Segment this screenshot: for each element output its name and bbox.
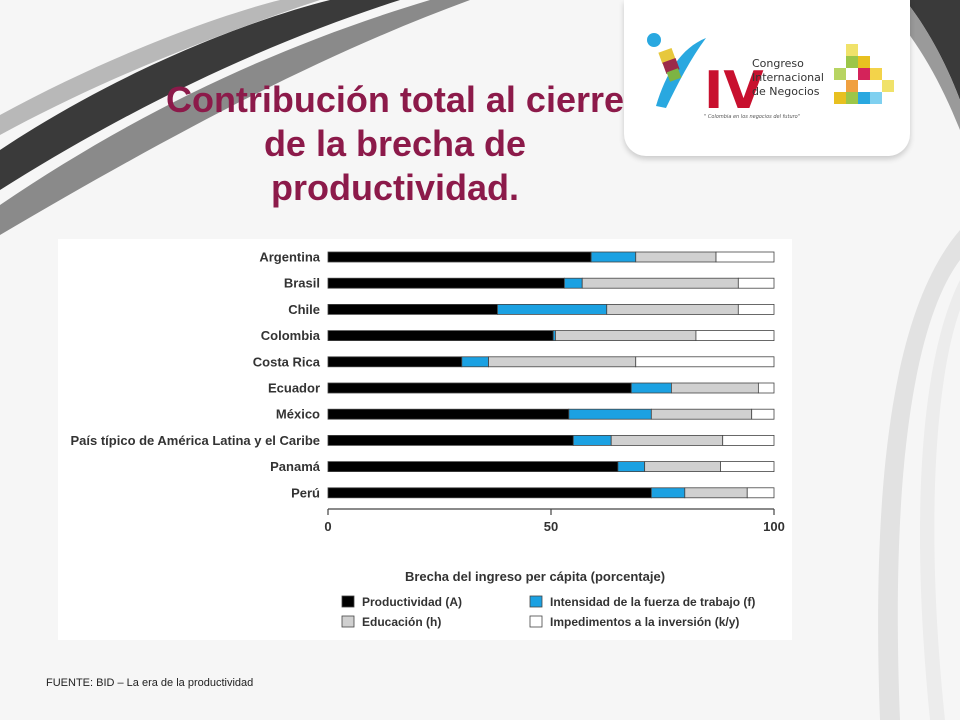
legend-label: Educación (h) [362, 615, 441, 629]
bar-segment [488, 356, 637, 368]
bar-segment [715, 251, 775, 263]
bar-segment [327, 356, 463, 368]
bar-segment [327, 382, 632, 394]
bar-segment [644, 461, 721, 473]
stacked-bar-chart: Argentina Brasil Chile Colombia Costa Rica Ec… [70, 250, 785, 630]
congress-logo: IV Congreso Internacional de Negocios " … [624, 0, 910, 156]
logo-tagline: " Colombia en los negocios del futuro" [704, 114, 801, 120]
bar-segment [327, 330, 554, 341]
logo-numeral: IV [704, 61, 764, 118]
bar-segment [327, 461, 619, 473]
bar-segment [617, 461, 646, 473]
bar-segment [563, 277, 583, 289]
bar-segment [751, 408, 775, 420]
x-tick-label: 0 [324, 519, 331, 534]
source-note: FUENTE: BID – La era de la productividad [46, 677, 254, 689]
bar-segment [497, 304, 608, 315]
category-label: Brasil [284, 276, 320, 291]
legend-swatch [341, 595, 355, 608]
swoosh-right-band [880, 0, 960, 130]
category-label: Ecuador [268, 381, 320, 396]
bar-segment [671, 382, 759, 394]
bar-segment [737, 277, 775, 289]
legend-swatch [341, 615, 355, 628]
legend-label: Impedimentos a la inversión (k/y) [550, 615, 739, 629]
category-label: Panamá [270, 459, 321, 474]
bar-segment [606, 304, 739, 315]
bar-segment [572, 434, 612, 446]
bar-segment [610, 434, 724, 446]
swoosh-bottom-right [878, 230, 960, 720]
logo-line-3: de Negocios [752, 85, 820, 98]
bar-segment [757, 382, 775, 394]
chart-panel: Argentina Brasil Chile Colombia Costa Rica Ec… [58, 239, 792, 640]
bar-segment [555, 330, 697, 341]
category-label: Colombia [261, 328, 321, 343]
category-label: Costa Rica [253, 354, 321, 369]
bar-segment [590, 251, 637, 263]
category-label: Perú [291, 485, 320, 500]
bar-segment [327, 434, 574, 446]
legend-label: Intensidad de la fuerza de trabajo (f) [550, 595, 755, 609]
bar-segment [327, 251, 592, 263]
bar-segment [635, 251, 717, 263]
bar-segment [684, 487, 748, 499]
logo-graphic: IV [647, 33, 894, 118]
bar-segment [568, 408, 652, 420]
bar-segment [461, 356, 489, 368]
legend-label: Productividad (A) [362, 595, 462, 609]
slide-title: Contribución total al cierre de la brech… [165, 79, 625, 208]
bar-segment [581, 277, 739, 289]
category-label: País típico de América Latina y el Carib… [70, 433, 320, 448]
category-label: Argentina [259, 250, 320, 265]
x-axis-title: Brecha del ingreso per cápita (porcentaj… [405, 569, 665, 584]
bar-segment [327, 487, 652, 499]
bar-segment [635, 356, 775, 368]
bar-segment [630, 382, 672, 394]
bar-segment [327, 408, 570, 420]
swoosh-right-dark [905, 0, 960, 100]
bar-segment [737, 304, 775, 315]
legend-swatch [529, 595, 543, 608]
bar-segment [746, 487, 775, 499]
legend-swatch [529, 615, 543, 628]
bar-segment [720, 461, 775, 473]
swoosh-bottom-right-2 [920, 280, 960, 720]
bar-segment [327, 304, 498, 315]
bar-segment [327, 277, 565, 289]
bar-segment [722, 434, 775, 446]
logo-line-2: Internacional [752, 71, 824, 84]
bar-segment [650, 487, 686, 499]
category-label: México [276, 407, 320, 422]
bar-segment [650, 408, 753, 420]
category-label: Chile [288, 302, 320, 317]
x-tick-label: 50 [544, 519, 558, 534]
bar-segment [695, 330, 775, 341]
x-tick-label: 100 [763, 519, 785, 534]
logo-line-1: Congreso [752, 57, 804, 70]
